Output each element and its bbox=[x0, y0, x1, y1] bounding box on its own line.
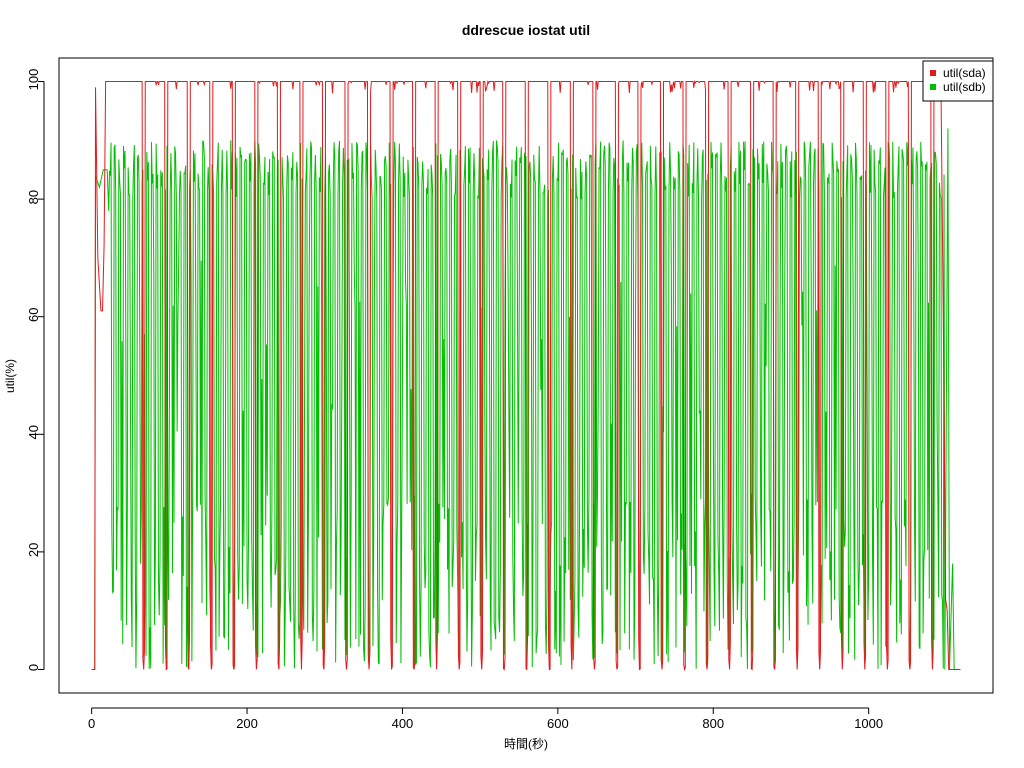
legend: util(sda) util(sdb) bbox=[922, 60, 994, 102]
x-axis-label: 時間(秒) bbox=[504, 737, 548, 751]
legend-box bbox=[922, 60, 994, 102]
x-tick-label: 1000 bbox=[854, 716, 883, 731]
x-axis: 0 200 400 600 800 1000 bbox=[88, 707, 883, 731]
x-tick-label: 600 bbox=[547, 716, 569, 731]
x-tick-label: 200 bbox=[236, 716, 258, 731]
chart-title: ddrescue iostat util bbox=[462, 22, 590, 38]
legend-label-sdb: util(sdb) bbox=[943, 80, 986, 94]
plot-frame bbox=[58, 57, 994, 694]
legend-swatch-sda bbox=[930, 70, 936, 76]
y-tick-label: 60 bbox=[26, 307, 41, 321]
y-tick-label: 40 bbox=[26, 425, 41, 439]
y-tick-label: 80 bbox=[26, 190, 41, 204]
x-tick-label: 400 bbox=[392, 716, 414, 731]
y-tick-label: 100 bbox=[26, 69, 41, 91]
y-tick-label: 20 bbox=[26, 543, 41, 557]
series-line-sdb bbox=[91, 128, 961, 670]
legend-swatch-sdb bbox=[930, 84, 936, 90]
y-axis: 0 20 40 60 80 100 bbox=[26, 69, 45, 671]
x-tick-label: 0 bbox=[88, 716, 95, 731]
series-line-sda bbox=[91, 79, 961, 672]
series-lines bbox=[91, 79, 961, 672]
y-tick-label: 0 bbox=[26, 664, 41, 671]
x-tick-label: 800 bbox=[702, 716, 724, 731]
legend-label-sda: util(sda) bbox=[943, 66, 986, 80]
y-axis-label: util(%) bbox=[3, 359, 17, 393]
